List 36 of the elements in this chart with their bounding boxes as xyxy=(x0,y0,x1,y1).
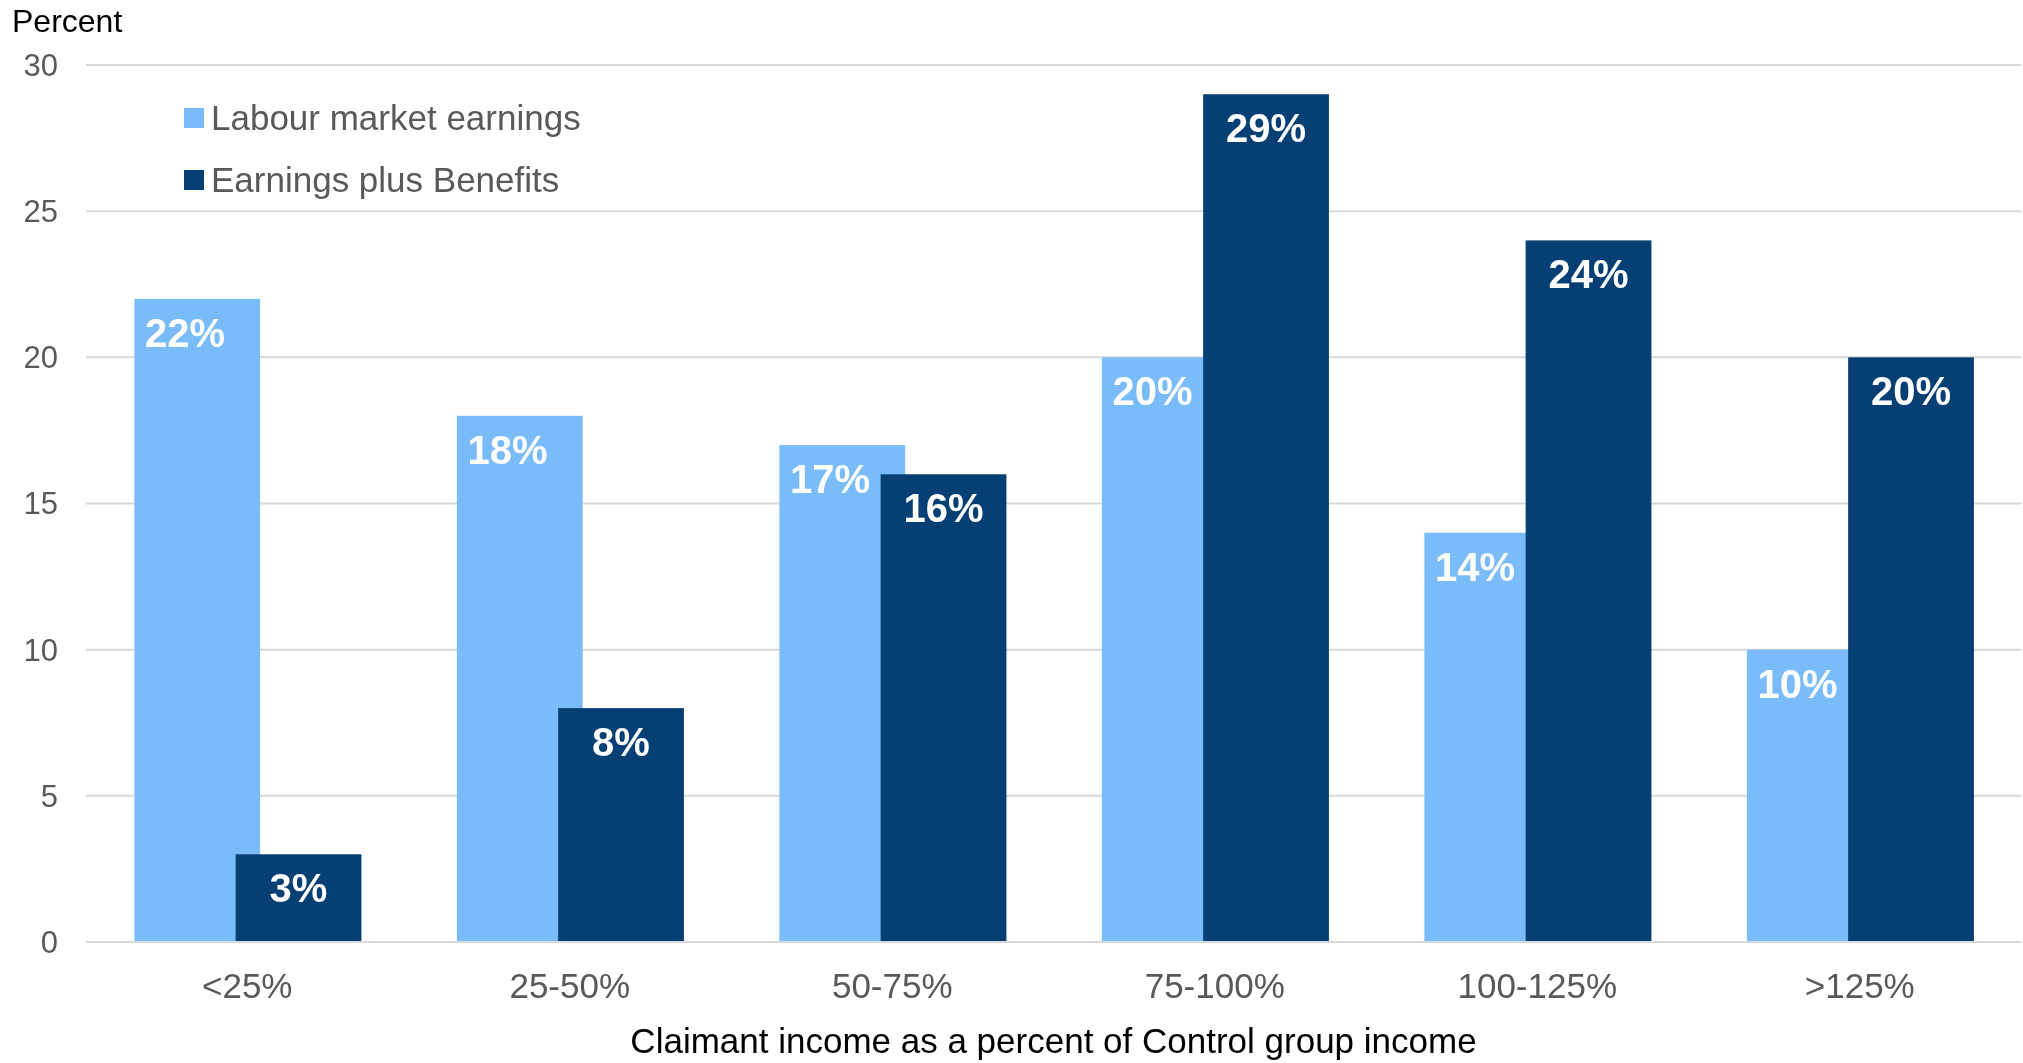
bar xyxy=(558,708,684,942)
data-label: 20% xyxy=(1871,369,1952,414)
data-label: 16% xyxy=(903,486,984,531)
x-tick-label: 25-50% xyxy=(509,966,631,1005)
y-tick-label: 10 xyxy=(23,632,58,668)
x-tick-label: >125% xyxy=(1804,966,1915,1005)
y-tick-label: 20 xyxy=(23,340,58,376)
data-label: 18% xyxy=(467,427,548,472)
bar xyxy=(1203,94,1329,942)
legend-label: Labour market earnings xyxy=(211,98,581,138)
data-label: 8% xyxy=(592,720,650,765)
y-tick-label: 25 xyxy=(23,194,58,230)
y-tick-label: 0 xyxy=(40,924,58,960)
data-label: 22% xyxy=(144,310,226,355)
bar xyxy=(1848,357,1974,942)
data-label: 10% xyxy=(1757,661,1838,706)
bar xyxy=(134,298,261,942)
data-label: 3% xyxy=(269,866,328,911)
x-tick-label: 75-100% xyxy=(1144,966,1285,1005)
y-tick-label: 15 xyxy=(23,486,58,522)
x-tick-label: 100-125% xyxy=(1457,966,1618,1005)
y-tick-label: 5 xyxy=(40,778,58,814)
bar xyxy=(1525,240,1652,942)
data-label: 29% xyxy=(1226,106,1307,151)
y-tick-label: 30 xyxy=(23,47,58,83)
data-label: 17% xyxy=(789,457,871,502)
bar xyxy=(880,474,1007,942)
x-axis-title: Claimant income as a percent of Control group income xyxy=(630,1021,1477,1060)
bar xyxy=(235,854,362,942)
y-axis-title: Percent xyxy=(12,3,123,39)
x-tick-label: <25% xyxy=(202,966,293,1005)
data-label: 14% xyxy=(1434,544,1516,589)
legend-label: Earnings plus Benefits xyxy=(211,160,560,200)
data-label: 20% xyxy=(1112,369,1193,414)
x-tick-label: 50-75% xyxy=(831,966,953,1005)
data-label: 24% xyxy=(1548,252,1629,297)
